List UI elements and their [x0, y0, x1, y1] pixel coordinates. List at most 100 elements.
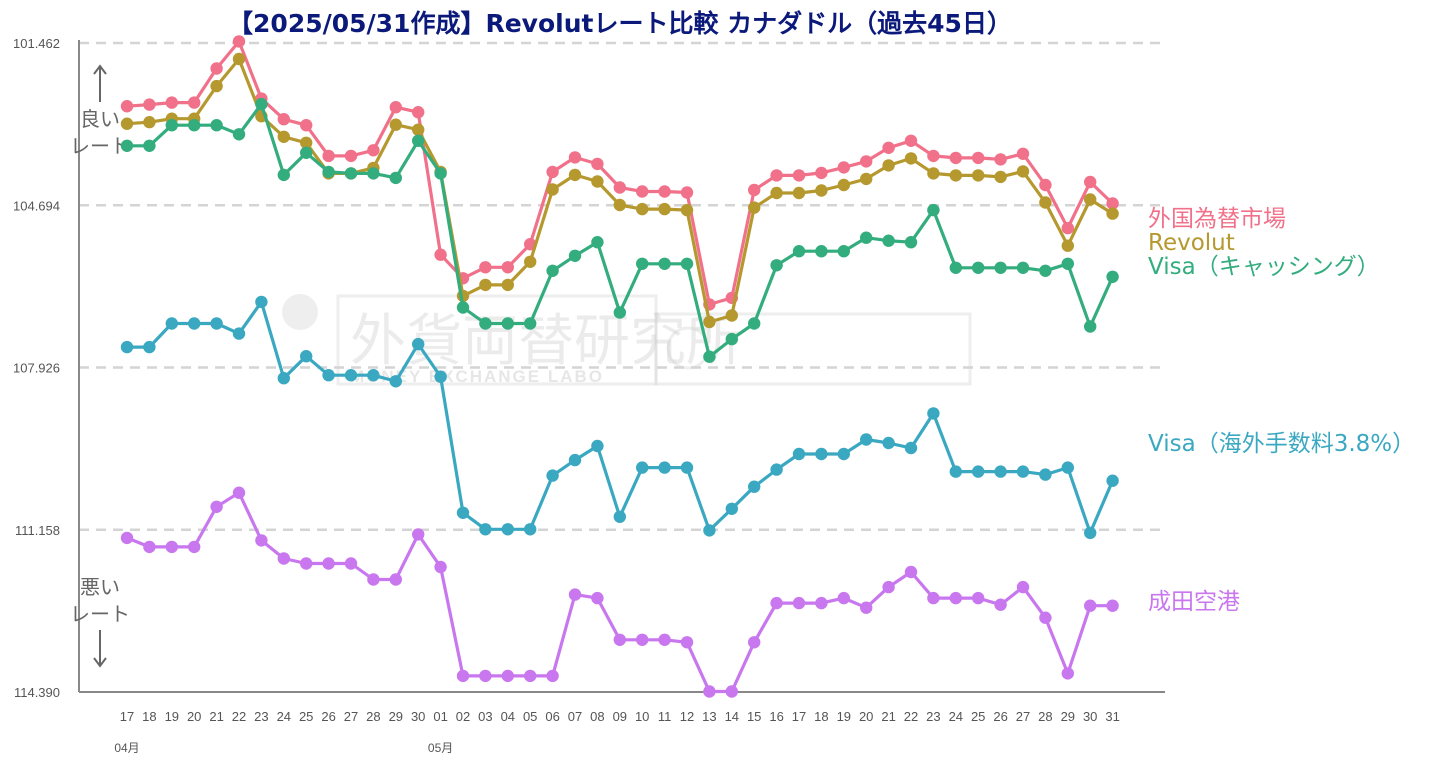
x-tick-labels: 17 18 19 20 21 22 23 24 25 26 27 28 29 30 01 02 03 04 05 06… — [120, 709, 1120, 724]
month-labels: 04月 05月 — [114, 741, 453, 755]
y-tick-label: 107.926 — [13, 361, 60, 376]
annotation-line: レート — [70, 134, 130, 158]
data-point — [232, 128, 246, 141]
data-point — [748, 317, 761, 330]
data-point — [300, 119, 313, 132]
x-tick-label: 11 — [658, 709, 672, 724]
data-point — [994, 261, 1007, 274]
data-point — [232, 327, 246, 340]
x-tick-label: 03 — [478, 709, 492, 724]
data-point — [1061, 221, 1075, 235]
data-point — [1106, 197, 1119, 210]
data-point — [479, 523, 492, 536]
x-tick-label: 28 — [366, 709, 380, 724]
data-point — [994, 170, 1007, 184]
data-point — [837, 447, 850, 461]
y-tick-label: 104.694 — [13, 198, 60, 213]
watermark-subtext: MONEY EXCHANGE LABO — [350, 367, 604, 386]
data-point — [232, 52, 246, 66]
data-point — [658, 257, 671, 270]
x-tick-label: 05 — [523, 709, 537, 724]
month-label: 05月 — [428, 741, 453, 755]
data-point — [703, 350, 716, 363]
data-point — [860, 433, 873, 446]
data-point — [972, 465, 985, 478]
data-point — [882, 141, 895, 154]
data-point — [143, 139, 156, 152]
data-point — [456, 506, 470, 519]
data-point — [1039, 468, 1052, 481]
series-label: 成田空港 — [1148, 589, 1240, 615]
data-point — [658, 461, 671, 474]
data-point — [277, 113, 290, 126]
x-tick-label: 26 — [993, 709, 1007, 724]
data-point — [591, 175, 604, 188]
data-point — [1061, 257, 1075, 270]
series-label: Visa（海外手数料3.8%） — [1148, 431, 1415, 457]
data-point — [792, 169, 806, 182]
data-point — [568, 453, 582, 467]
data-point — [770, 169, 783, 182]
data-point — [703, 685, 716, 698]
data-point — [748, 183, 761, 197]
up-arrow-head-icon — [93, 64, 107, 75]
data-point — [748, 636, 761, 649]
data-point — [188, 119, 201, 132]
data-point — [367, 573, 380, 586]
data-point — [837, 245, 850, 258]
data-point — [277, 552, 290, 565]
data-point — [725, 332, 738, 346]
data-point — [1016, 465, 1030, 478]
data-point — [389, 573, 402, 586]
data-point — [927, 149, 940, 163]
data-point — [1016, 261, 1030, 274]
x-tick-label: 18 — [814, 709, 828, 724]
data-point — [792, 596, 806, 610]
data-point — [277, 168, 290, 182]
data-point — [1084, 599, 1097, 612]
data-point — [994, 598, 1007, 611]
data-point — [703, 524, 716, 537]
data-point — [367, 144, 380, 157]
data-point — [143, 116, 156, 129]
data-point — [680, 636, 694, 649]
data-point — [591, 591, 604, 605]
data-point — [904, 134, 918, 147]
series-label: Revolut — [1148, 230, 1235, 256]
data-point — [815, 166, 828, 180]
series-3 — [120, 295, 1119, 540]
data-point — [277, 372, 290, 385]
x-tick-label: 24 — [949, 709, 963, 724]
data-point — [1039, 264, 1052, 277]
data-point — [927, 167, 940, 180]
series-4 — [120, 486, 1119, 698]
data-point — [210, 317, 223, 330]
y-tick-labels: 101.462 104.694 107.926 111.158 114.390 — [13, 36, 60, 700]
data-point — [434, 167, 447, 180]
data-point — [680, 203, 694, 217]
better-rate-label: 良いレート — [70, 107, 130, 158]
data-point — [658, 202, 671, 216]
data-point — [636, 185, 649, 198]
data-point — [501, 317, 514, 330]
data-point — [792, 245, 806, 258]
data-point — [210, 500, 223, 513]
data-point — [546, 165, 559, 179]
data-point — [703, 315, 716, 329]
data-point — [613, 181, 626, 194]
data-point — [837, 161, 850, 174]
data-point — [927, 591, 940, 605]
x-tick-label: 17 — [120, 709, 134, 724]
data-point — [434, 248, 447, 261]
data-point — [972, 261, 985, 274]
data-point — [546, 669, 559, 683]
data-point — [344, 167, 358, 180]
series-0 — [120, 35, 1119, 311]
data-point — [568, 588, 582, 601]
x-tick-label: 23 — [254, 709, 268, 724]
data-point — [1084, 526, 1097, 540]
data-point — [882, 436, 895, 450]
x-tick-label: 10 — [635, 709, 649, 724]
data-point — [1084, 320, 1097, 333]
x-tick-label: 26 — [321, 709, 335, 724]
